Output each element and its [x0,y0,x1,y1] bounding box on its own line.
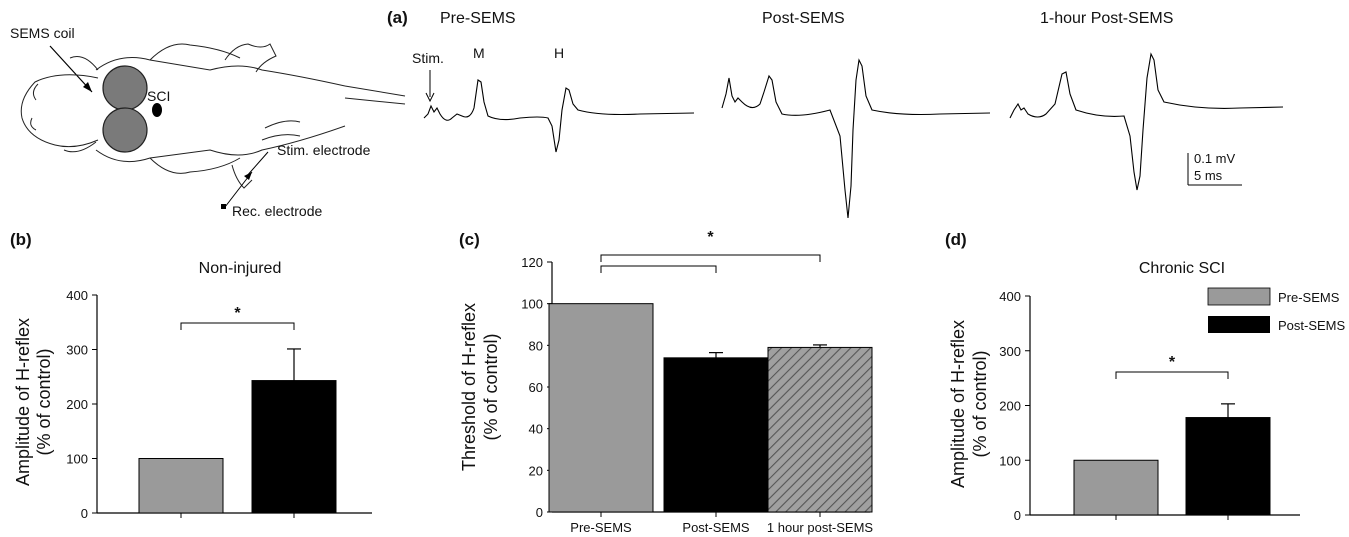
panel-label-c: (c) [459,230,480,249]
stim-arrowhead [425,92,435,103]
chart-b-sig-bracket [180,322,295,330]
rat-schematic: SEMS coil SCI Stim. electrode [10,25,406,219]
trace-post-sems [721,58,991,219]
chart-c-sig-star: * [707,229,714,246]
chart-c-sig-bracket [600,254,821,262]
trace-title-post: Post-SEMS [762,10,845,27]
chart-b-ytick-label: 0 [81,506,88,521]
chart-c-ytick-label: 80 [529,338,543,353]
scale-mv-label: 0.1 mV [1194,151,1236,166]
chart-d-ytick-label: 0 [1014,508,1021,523]
chart-d-ytick-label: 200 [999,399,1021,414]
panel-a: (a) Pre-SEMS Post-SEMS 1-hour Post-SEMS … [387,8,1284,219]
panel-label-a: (a) [387,8,408,27]
rec-electrode-label: Rec. electrode [232,203,322,219]
chart-b-ylabel-line2: (% of control) [34,348,54,455]
chart-d-ytick-label: 100 [999,453,1021,468]
coil-lower [102,107,148,153]
chart-c-ytick-label: 100 [521,297,543,312]
chart-d-ylabel-line1: Amplitude of H-reflex [948,320,968,488]
chart-c-ytick-label: 40 [529,422,543,437]
sci-lesion [152,103,162,117]
legend-swatch-pre [1207,287,1271,306]
panel-d: (d) Chronic SCI Amplitude of H-reflex (%… [945,230,1346,523]
chart-d-sig-star: * [1169,354,1176,371]
chart-c-category-label: 1 hour post-SEMS [767,520,874,535]
trace-title-1hour: 1-hour Post-SEMS [1040,10,1173,27]
scale-ms-label: 5 ms [1194,168,1223,183]
legend-swatch-post [1208,316,1270,333]
chart-c-bar [767,346,873,513]
chart-b-ylabel-line1: Amplitude of H-reflex [13,318,33,486]
chart-c-ylabel-line1: Threshold of H-reflex [459,303,479,471]
chart-b-ytick-label: 400 [66,288,88,303]
chart-b-bar [251,380,337,514]
coil-arrow [49,45,93,93]
rec-electrode-tip [221,204,226,209]
chart-c-ytick-label: 120 [521,255,543,270]
coil-label: SEMS coil [10,25,75,41]
chart-b-ytick-label: 100 [66,452,88,467]
chart-c-ylabel-line2: (% of control) [481,333,501,440]
chart-b-ytick-label: 200 [66,397,88,412]
chart-b-sig-star: * [234,305,241,322]
chart-c-plot: 0 20 40 60 80 100 120 Pre-SEMS Post-SEMS 1 hour p… [521,229,873,535]
chart-d-plot: 0 100 200 300 400 * [999,289,1300,523]
legend-label-post: Post-SEMS [1278,318,1346,333]
rec-electrode-arrowhead [244,172,252,180]
panel-label-b: (b) [10,230,32,249]
chart-d-title: Chronic SCI [1139,260,1225,277]
panel-b: (b) Non-injured Amplitude of H-reflex (%… [10,230,372,521]
chart-c-bar [663,357,769,513]
chart-d-bar [1185,417,1271,516]
chart-d-ytick-label: 300 [999,344,1021,359]
chart-b-plot: 0 100 200 300 400 * [66,288,372,521]
chart-b-bar [138,458,224,514]
panel-c: (c) Threshold of H-reflex (% of control)… [459,229,873,535]
sci-label: SCI [147,88,170,104]
chart-d-ylabel-line2: (% of control) [970,350,990,457]
chart-d-ytick-label: 400 [999,289,1021,304]
chart-d-bar [1073,459,1159,516]
m-wave-label: M [473,45,485,61]
chart-c-ytick-label: 0 [536,505,543,520]
panel-label-d: (d) [945,230,967,249]
trace-pre-sems [423,79,695,153]
chart-b-ytick-label: 300 [66,343,88,358]
trace-1hour-post-sems [1009,52,1284,191]
chart-b-title: Non-injured [199,260,282,277]
stim-label: Stim. [412,50,444,66]
rat-outline [20,43,406,189]
h-wave-label: H [554,45,564,61]
chart-c-ytick-label: 60 [529,380,543,395]
chart-c-ytick-label: 20 [529,463,543,478]
coil-arrowhead [83,82,92,92]
legend-label-pre: Pre-SEMS [1278,290,1340,305]
chart-c-bar [548,303,654,513]
stim-electrode-label: Stim. electrode [277,142,371,158]
chart-c-category-label: Pre-SEMS [570,520,632,535]
chart-d-sig-bracket [1115,371,1229,379]
chart-c-category-label: Post-SEMS [682,520,750,535]
coil-upper [102,65,148,111]
stim-electrode-line [245,151,269,178]
chart-c-sig-bracket [600,265,717,273]
trace-title-pre: Pre-SEMS [440,10,516,27]
